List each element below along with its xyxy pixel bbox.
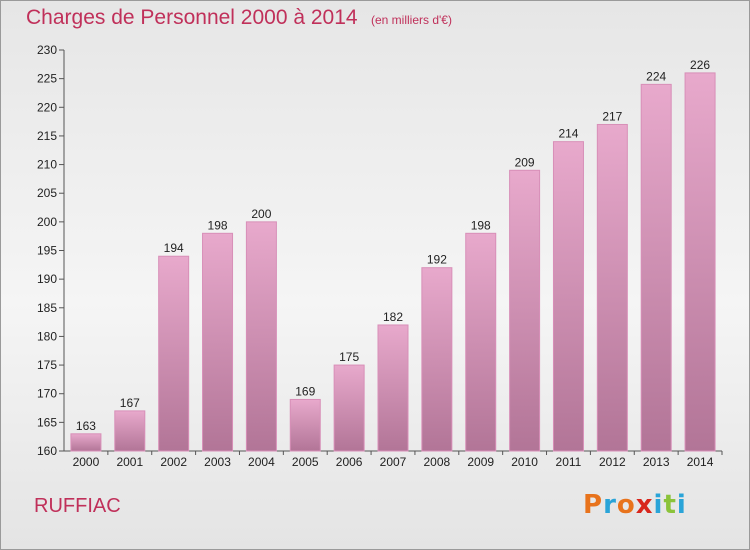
y-tick-label: 185	[37, 301, 57, 315]
x-tick-label: 2007	[380, 455, 407, 469]
y-tick-label: 170	[37, 387, 57, 401]
chart-title: Charges de Personnel 2000 à 2014	[26, 6, 358, 29]
bar	[421, 267, 453, 452]
commune-name: RUFFIAC	[34, 495, 121, 517]
bar	[377, 324, 409, 452]
data-label: 167	[120, 396, 140, 410]
bar	[70, 433, 102, 452]
x-tick-label: 2012	[599, 455, 626, 469]
x-tick-label: 2009	[467, 455, 494, 469]
bar-series	[70, 72, 716, 452]
x-tick-label: 2013	[643, 455, 670, 469]
data-label: 163	[76, 419, 96, 433]
data-label: 226	[690, 58, 710, 72]
proxiti-logo: Proxiti	[583, 490, 687, 520]
x-tick-label: 2014	[687, 455, 714, 469]
data-label: 194	[164, 241, 184, 255]
bar	[289, 398, 321, 452]
data-label: 217	[602, 109, 622, 123]
x-tick-label: 2001	[116, 455, 143, 469]
x-tick-label: 2004	[248, 455, 275, 469]
logo-letter: r	[603, 490, 617, 520]
logo-letter: o	[616, 490, 636, 520]
x-tick-label: 2006	[336, 455, 363, 469]
data-label: 209	[515, 155, 535, 169]
bar	[684, 72, 716, 452]
y-tick-label: 230	[37, 43, 57, 57]
x-tick-label: 2008	[424, 455, 451, 469]
y-tick-label: 205	[37, 186, 57, 200]
y-tick-label: 210	[37, 158, 57, 172]
y-tick-label: 165	[37, 415, 57, 429]
y-tick-label: 195	[37, 244, 57, 258]
data-label: 192	[427, 253, 447, 267]
bar	[552, 141, 584, 452]
bar	[333, 364, 365, 452]
bar	[158, 255, 190, 452]
bar	[114, 410, 146, 452]
data-label: 198	[471, 218, 491, 232]
bar	[640, 83, 672, 452]
x-tick-label: 2000	[73, 455, 100, 469]
data-labels: 163 167 194 198 200 169 175 182 192 198 209 214 217 2…	[76, 58, 710, 433]
data-label: 182	[383, 310, 403, 324]
y-tick-label: 160	[37, 444, 57, 458]
logo-letter: P	[583, 490, 604, 520]
x-tick-label: 2003	[204, 455, 231, 469]
data-label: 175	[339, 350, 359, 364]
bar	[596, 123, 628, 452]
bar	[465, 232, 497, 452]
bar	[509, 169, 541, 452]
y-tick-label: 215	[37, 129, 57, 143]
logo-letter: x	[635, 490, 654, 520]
y-axis: 160 165 170 175 180 185 190 195 200 205 210 215 220 2…	[37, 43, 65, 458]
logo-letter: i	[653, 490, 664, 520]
data-label: 198	[208, 218, 228, 232]
x-tick-label: 2010	[511, 455, 538, 469]
logo-letter: t	[663, 490, 677, 520]
data-label: 224	[646, 69, 666, 83]
data-label: 214	[558, 127, 578, 141]
y-tick-label: 225	[37, 72, 57, 86]
y-tick-label: 220	[37, 100, 57, 114]
bar	[202, 232, 234, 452]
bar	[245, 221, 277, 452]
x-tick-label: 2011	[556, 455, 582, 469]
x-tick-label: 2005	[292, 455, 319, 469]
x-axis: 2000 2001 2002 2003 2004 2005 2006 2007 2008 2009…	[64, 450, 723, 469]
data-label: 169	[295, 384, 315, 398]
data-label: 200	[251, 207, 271, 221]
x-tick-label: 2002	[160, 455, 187, 469]
y-tick-label: 180	[37, 329, 57, 343]
chart-subtitle: (en milliers d'€)	[371, 13, 452, 27]
y-tick-label: 200	[37, 215, 57, 229]
y-tick-label: 175	[37, 358, 57, 372]
logo-letter: i	[676, 490, 687, 520]
y-tick-label: 190	[37, 272, 57, 286]
